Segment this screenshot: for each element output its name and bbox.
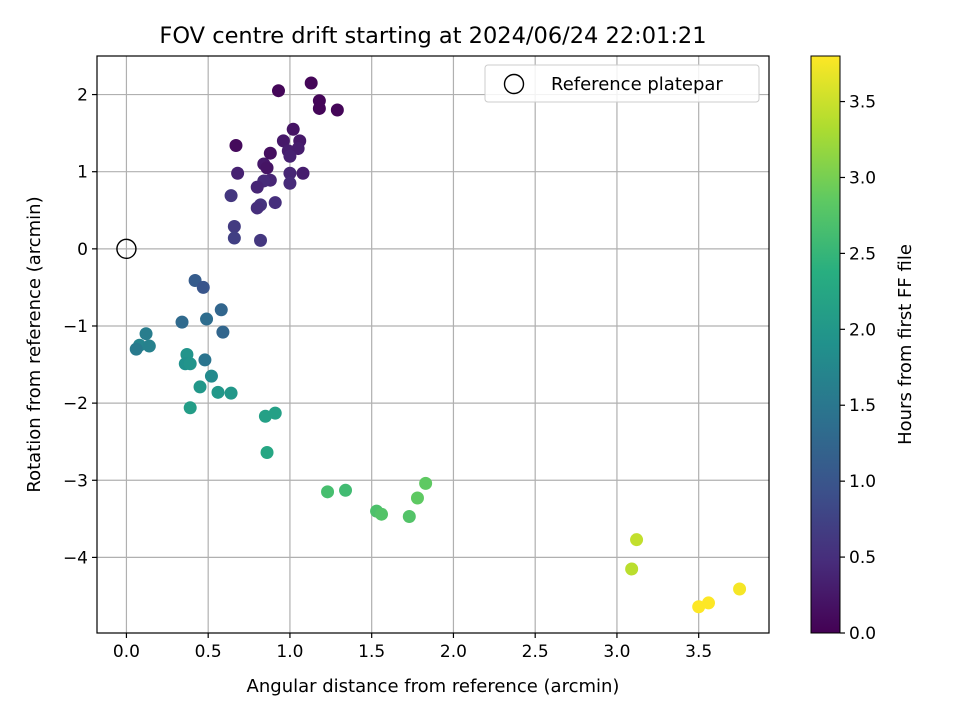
- colorbar-tick-label: 0.5: [849, 548, 876, 568]
- y-tick-label: −3: [63, 471, 88, 491]
- data-point: [183, 401, 197, 415]
- colorbar-tick-label: 3.0: [849, 168, 876, 188]
- x-tick-label: 2.0: [440, 642, 467, 662]
- x-tick-label: 2.5: [522, 642, 549, 662]
- data-point: [260, 161, 274, 175]
- data-point: [291, 142, 305, 156]
- data-point: [271, 84, 285, 98]
- data-point: [175, 315, 189, 329]
- colorbar: 0.0 0.5 1.0 1.5 2.0 2.5 3.0 3.5 Hours from firs…: [810, 55, 916, 644]
- data-point: [268, 196, 282, 210]
- data-point: [263, 146, 277, 160]
- data-point: [198, 353, 212, 367]
- data-point: [296, 166, 310, 180]
- data-point: [250, 180, 264, 194]
- x-tick-label: 1.0: [276, 642, 303, 662]
- data-point: [229, 138, 243, 152]
- data-point: [283, 149, 297, 163]
- data-point: [139, 327, 153, 341]
- x-tick-label: 0.0: [113, 642, 140, 662]
- y-axis-ticks: −4 −3 −2 −1 0 1 2: [63, 86, 97, 568]
- chart-title: FOV centre drift starting at 2024/06/24 …: [159, 23, 706, 49]
- y-tick-label: 0: [77, 240, 88, 260]
- data-point: [702, 596, 716, 610]
- data-point: [214, 303, 228, 317]
- data-point: [129, 342, 143, 356]
- data-point: [204, 369, 218, 383]
- x-axis-ticks: 0.0 0.5 1.0 1.5 2.0 2.5 3.0 3.5: [113, 633, 712, 662]
- colorbar-tick-label: 2.0: [849, 320, 876, 340]
- x-tick-label: 3.0: [603, 642, 630, 662]
- x-tick-label: 1.5: [358, 642, 385, 662]
- data-point: [692, 600, 706, 614]
- data-point: [254, 233, 268, 247]
- data-point: [283, 166, 297, 180]
- data-point: [193, 380, 207, 394]
- colorbar-tick-label: 0.0: [849, 624, 876, 644]
- colorbar-tick-label: 2.5: [849, 244, 876, 264]
- colorbar-tick-label: 3.5: [849, 93, 876, 113]
- data-point: [200, 312, 214, 326]
- data-point: [374, 507, 388, 521]
- data-point: [312, 101, 326, 115]
- legend-marker-circle-icon: [503, 73, 525, 95]
- colorbar-ticks: 0.0 0.5 1.0 1.5 2.0 2.5 3.0 3.5: [840, 93, 876, 644]
- y-tick-label: 2: [77, 86, 88, 106]
- data-point: [733, 582, 747, 596]
- data-point: [286, 122, 300, 136]
- colorbar-label: Hours from first FF file: [895, 244, 916, 445]
- colorbar-tick-label: 1.0: [849, 472, 876, 492]
- reference-marker-group: [116, 238, 137, 260]
- data-point: [183, 357, 197, 371]
- x-tick-label: 3.5: [685, 642, 712, 662]
- data-point: [339, 483, 353, 497]
- data-point: [419, 476, 433, 490]
- data-point: [304, 76, 318, 90]
- data-point: [250, 201, 264, 215]
- data-point: [402, 510, 416, 524]
- data-point: [625, 562, 639, 576]
- data-point: [330, 103, 344, 117]
- data-point: [227, 219, 241, 233]
- legend-box: [484, 64, 760, 103]
- colorbar-gradient: [810, 55, 841, 634]
- data-point: [224, 189, 238, 203]
- data-point: [211, 385, 225, 399]
- y-tick-label: −1: [63, 317, 88, 337]
- data-point: [268, 406, 282, 420]
- data-point: [321, 485, 335, 499]
- data-point: [216, 325, 230, 339]
- data-point: [258, 409, 272, 423]
- data-point: [142, 339, 156, 353]
- legend-entry-label: Reference platepar: [551, 74, 723, 95]
- x-axis-label: Angular distance from reference (arcmin): [247, 676, 620, 697]
- y-tick-label: 1: [77, 163, 88, 183]
- grid: [97, 56, 769, 633]
- legend: Reference platepar: [484, 64, 760, 103]
- data-point: [283, 176, 297, 190]
- data-point: [196, 280, 210, 294]
- data-point: [231, 166, 245, 180]
- y-tick-label: −4: [63, 548, 88, 568]
- plot-frame: [96, 55, 770, 634]
- reference-marker: [116, 238, 137, 260]
- y-axis-label: Rotation from reference (arcmin): [24, 196, 45, 492]
- data-point: [224, 386, 238, 400]
- data-point: [227, 231, 241, 245]
- data-points: [129, 76, 747, 614]
- y-tick-label: −2: [63, 394, 88, 414]
- data-point: [276, 134, 290, 148]
- x-tick-label: 0.5: [195, 642, 222, 662]
- data-point: [410, 491, 424, 505]
- data-point: [260, 445, 274, 459]
- colorbar-tick-label: 1.5: [849, 396, 876, 416]
- data-point: [630, 533, 644, 547]
